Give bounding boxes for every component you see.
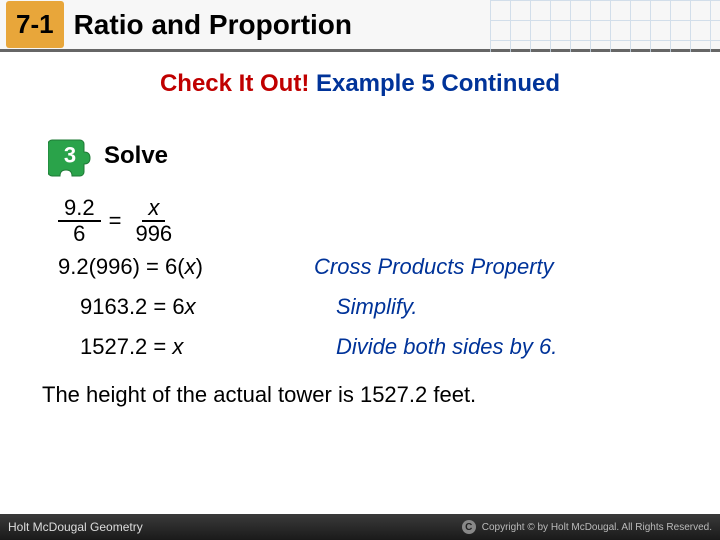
footer-copyright: C Copyright © by Holt McDougal. All Righ…	[462, 520, 712, 534]
work-reason: Cross Products Property	[314, 254, 554, 280]
fraction-right-den: 996	[129, 222, 178, 246]
fraction-left-den: 6	[67, 222, 91, 246]
equals-sign: =	[109, 208, 122, 234]
work-row: 9163.2 = 6x Simplify.	[58, 294, 690, 320]
math-workings: 9.2 6 = x 996 9.2(996) = 6(x) Cross Prod…	[58, 196, 690, 360]
fraction-right-num: x	[142, 196, 165, 222]
puzzle-piece-icon: 3	[48, 134, 92, 178]
fraction-left-num: 9.2	[58, 196, 101, 222]
lesson-number-badge: 7-1	[6, 1, 64, 48]
lesson-title: Ratio and Proportion	[74, 9, 352, 41]
slide-footer: Holt McDougal Geometry C Copyright © by …	[0, 514, 720, 540]
fraction-right: x 996	[129, 196, 178, 246]
work-reason: Simplify.	[336, 294, 418, 320]
footer-book-title: Holt McDougal Geometry	[8, 520, 143, 534]
work-equation: 9163.2 = 6x	[80, 294, 336, 320]
slide-subtitle: Check It Out! Example 5 Continued	[0, 70, 720, 98]
header-grid-pattern	[490, 0, 720, 52]
work-row: 1527.2 = x Divide both sides by 6.	[58, 334, 690, 360]
subtitle-rest: Example 5 Continued	[309, 70, 560, 97]
step-heading: 3 Solve	[48, 134, 690, 178]
copyright-icon: C	[462, 520, 476, 534]
conclusion-text: The height of the actual tower is 1527.2…	[42, 382, 690, 408]
copyright-text: Copyright © by Holt McDougal. All Rights…	[482, 522, 712, 533]
slide-content: 3 Solve 9.2 6 = x 996 9.2(996) = 6(x) Cr…	[0, 98, 720, 408]
work-reason: Divide both sides by 6.	[336, 334, 557, 360]
slide-header: 7-1 Ratio and Proportion	[0, 0, 720, 52]
step-number: 3	[64, 142, 76, 168]
proportion-equation: 9.2 6 = x 996	[58, 196, 690, 246]
step-label: Solve	[104, 142, 168, 170]
fraction-left: 9.2 6	[58, 196, 101, 246]
work-row: 9.2(996) = 6(x) Cross Products Property	[58, 254, 690, 280]
work-equation: 9.2(996) = 6(x)	[58, 254, 314, 280]
work-equation: 1527.2 = x	[80, 334, 336, 360]
subtitle-highlight: Check It Out!	[160, 70, 309, 97]
